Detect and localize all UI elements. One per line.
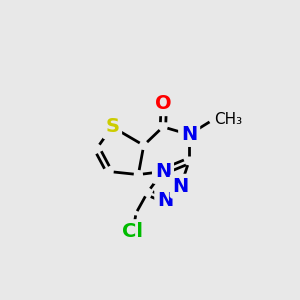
Text: O: O xyxy=(155,94,172,113)
Text: Cl: Cl xyxy=(122,222,143,241)
Text: N: N xyxy=(172,177,189,196)
Text: N: N xyxy=(181,125,197,144)
Text: N: N xyxy=(157,190,173,209)
Text: CH₃: CH₃ xyxy=(214,112,242,127)
Text: N: N xyxy=(155,162,171,181)
Text: S: S xyxy=(105,117,119,136)
